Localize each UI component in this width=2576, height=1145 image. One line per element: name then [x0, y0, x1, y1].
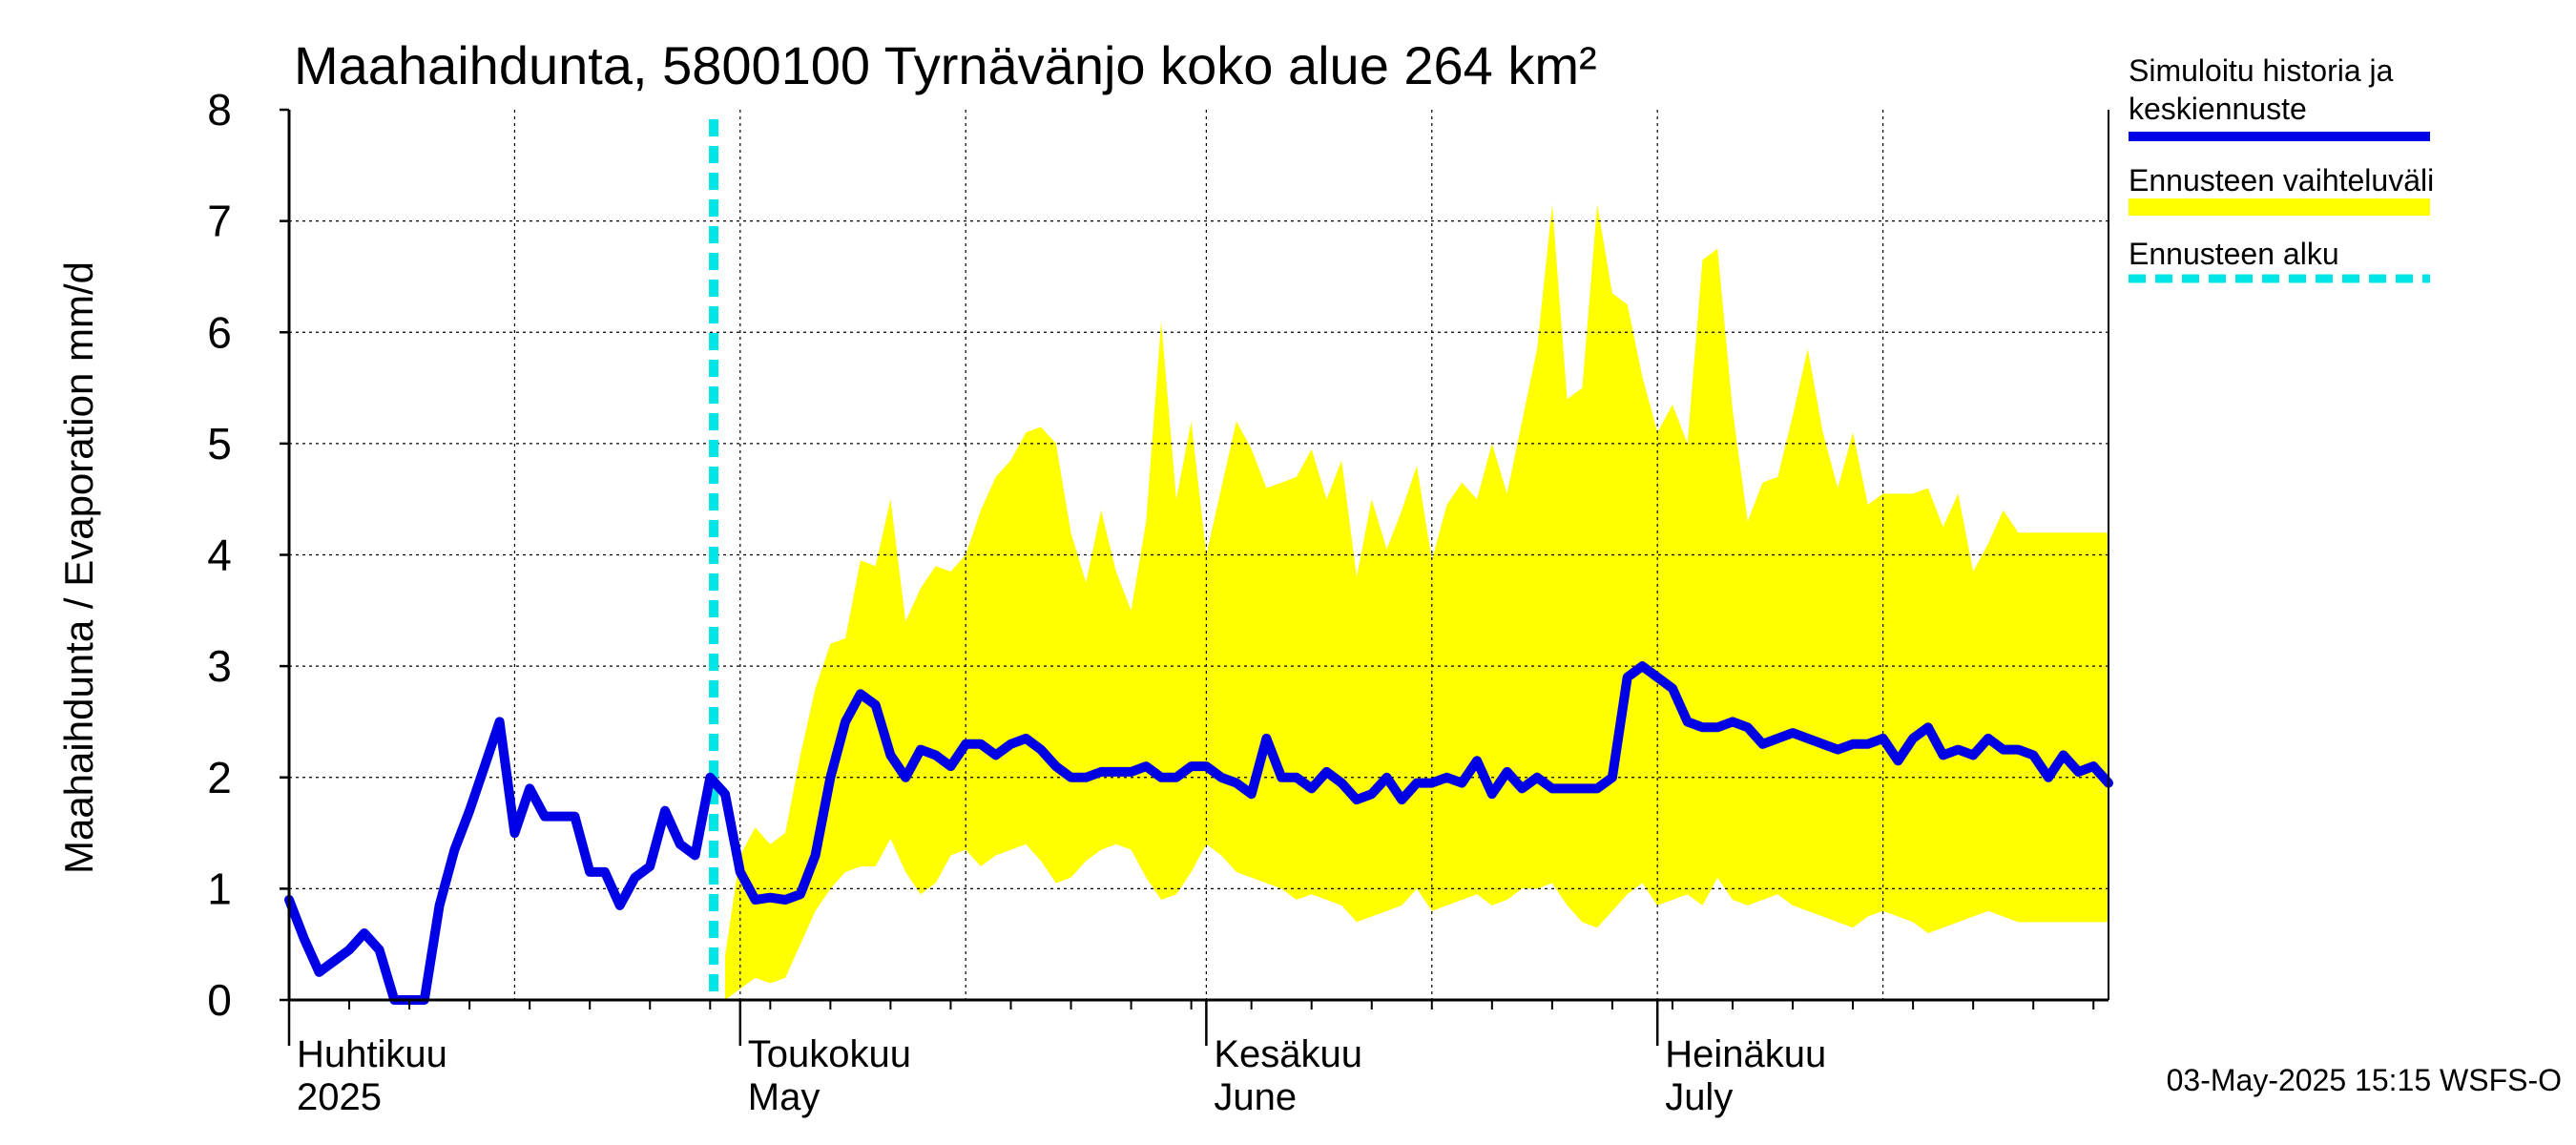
legend-history-label-line1: Simuloitu historia ja [2129, 53, 2394, 88]
axes-layer: 012345678Huhtikuu2025ToukokuuMayKesäkuuJ… [207, 85, 2109, 1118]
month-label-en: July [1665, 1076, 1733, 1118]
grid-layer [289, 110, 2109, 1000]
history-mean-line [284, 661, 2113, 1005]
y-tick-label: 1 [207, 864, 232, 913]
y-tick-label: 7 [207, 197, 232, 246]
legend-history-label-line2: keskiennuste [2129, 92, 2307, 126]
month-label-en: June [1214, 1076, 1297, 1118]
legend-range-label: Ennusteen vaihteluväli [2129, 163, 2434, 198]
forecast-range-band [725, 204, 2109, 1001]
y-tick-label: 2 [207, 753, 232, 802]
history-line-layer [284, 661, 2113, 1005]
month-label-fi: Kesäkuu [1214, 1033, 1362, 1075]
month-label-fi: Heinäkuu [1665, 1033, 1826, 1075]
y-tick-label: 8 [207, 85, 232, 135]
y-tick-label: 0 [207, 975, 232, 1025]
month-label-en: 2025 [297, 1076, 382, 1118]
y-tick-label: 4 [207, 531, 232, 580]
y-tick-label: 5 [207, 419, 232, 468]
month-label-fi: Huhtikuu [297, 1033, 447, 1075]
chart-title: Maahaihdunta, 5800100 Tyrnävänjo koko al… [294, 35, 1597, 95]
legend: Simuloitu historia ja keskiennuste Ennus… [2129, 53, 2434, 283]
legend-forecast-start-label: Ennusteen alku [2129, 237, 2339, 271]
y-tick-label: 3 [207, 641, 232, 691]
month-label-fi: Toukokuu [748, 1033, 911, 1075]
y-tick-label: 6 [207, 307, 232, 357]
y-axis-label: Maahaihdunta / Evaporation mm/d [56, 261, 101, 874]
forecast-range-layer [725, 204, 2109, 1001]
month-label-en: May [748, 1076, 821, 1118]
timestamp-footer: 03-May-2025 15:15 WSFS-O [2167, 1063, 2562, 1097]
